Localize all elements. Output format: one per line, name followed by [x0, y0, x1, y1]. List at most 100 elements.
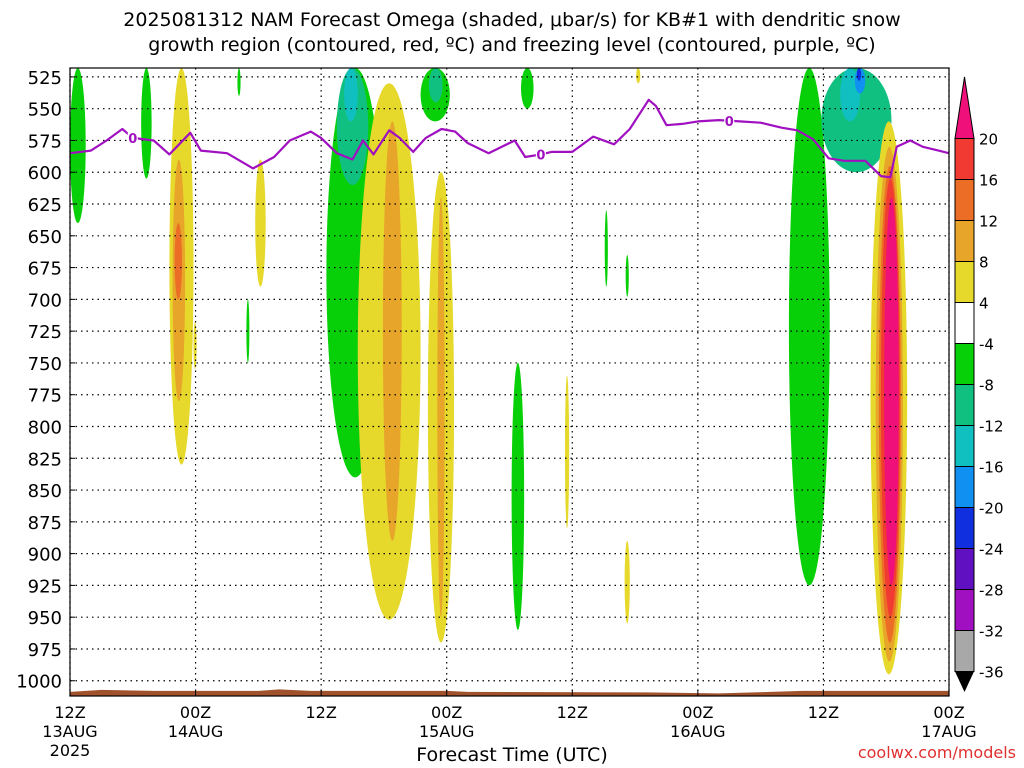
omega-region [636, 68, 641, 84]
colorbar-label: -28 [979, 582, 1004, 600]
y-tick-label: 1000 [16, 672, 62, 693]
colorbar-label: -4 [979, 336, 994, 354]
y-tick-label: 725 [28, 322, 62, 343]
freezing-level-label-bg [127, 129, 138, 145]
grid-layer [69, 68, 950, 696]
freezing-level-label-bg [724, 112, 735, 128]
colorbar-bin [954, 384, 975, 426]
colorbar-bin [954, 466, 975, 508]
colorbar-label: -8 [979, 377, 994, 395]
y-tick-label: 825 [28, 449, 62, 470]
y-tick-label: 600 [28, 163, 62, 184]
y-tick-label: 625 [28, 195, 62, 216]
omega-region [511, 362, 525, 630]
chart-title-line2: growth region (contoured, red, ºC) and f… [148, 34, 876, 56]
omega-region [884, 197, 899, 586]
colorbar-label: 12 [979, 213, 998, 231]
x-tick-sublabel: 13AUG [42, 722, 97, 741]
y-tick-label: 950 [28, 608, 62, 629]
freezing-level-line [70, 98, 949, 179]
omega-region [255, 159, 266, 287]
omega-region [70, 68, 86, 224]
colorbar-bin [954, 630, 975, 672]
y-tick-label: 550 [28, 100, 62, 121]
x-axis-title: Forecast Time (UTC) [416, 744, 608, 766]
x-tick-label: 00Z [933, 703, 964, 722]
freezing-level-label: 0 [128, 132, 137, 147]
colorbar-label: -36 [979, 664, 1004, 682]
colorbar-bin-bottom [955, 671, 974, 692]
omega-region [624, 540, 630, 624]
x-tick-label: 12Z [54, 703, 85, 722]
y-tick-label: 900 [28, 545, 62, 566]
omega-region [428, 68, 443, 103]
terrain-layer [70, 689, 949, 696]
y-tick-label: 775 [28, 386, 62, 407]
x-tick-label: 00Z [431, 703, 462, 722]
x-tick-label: 00Z [180, 703, 211, 722]
colorbar-label: -32 [979, 623, 1004, 641]
y-tick-label: 875 [28, 513, 62, 534]
colorbar-label: 16 [979, 172, 998, 190]
colorbar-bin [954, 302, 975, 344]
omega-region [625, 254, 629, 297]
y-tick-label: 850 [28, 481, 62, 502]
omega-region [174, 223, 182, 300]
y-tick-label: 525 [28, 68, 62, 89]
omega-region [788, 68, 830, 586]
colorbar-bin [954, 343, 975, 385]
y-axis: 525 550 575 600 625 650 675 700 725 750 775 800 825 8… [16, 68, 75, 693]
freezing-level-label-bg [535, 146, 546, 162]
omega-region [141, 68, 152, 179]
colorbar-bin [954, 425, 975, 467]
colorbar-bin [954, 589, 975, 631]
omega-region [437, 197, 445, 618]
freezing-level-label: 0 [725, 115, 734, 130]
freezing-level-layer: 0 0 0 [70, 98, 949, 179]
colorbar-bin [954, 138, 975, 180]
x-tick-sublabel: 15AUG [419, 722, 474, 741]
colorbar-bin [954, 179, 975, 221]
omega-region [821, 68, 892, 173]
omega-region [564, 375, 570, 529]
y-tick-label: 750 [28, 354, 62, 375]
colorbar-bin [954, 220, 975, 262]
colorbar-label: -12 [979, 418, 1004, 436]
y-tick-label: 925 [28, 576, 62, 597]
x-tick-sublabel: 2025 [50, 741, 91, 760]
colorbar-label: -20 [979, 500, 1004, 518]
x-tick-sublabel: 14AUG [168, 722, 223, 741]
y-tick-label: 800 [28, 417, 62, 438]
x-tick-label: 12Z [305, 703, 336, 722]
chart-title-line1: 2025081312 NAM Forecast Omega (shaded, μ… [123, 9, 901, 31]
omega-region [856, 68, 862, 81]
omega-region [521, 68, 534, 109]
x-tick-label: 12Z [808, 703, 839, 722]
colorbar-bin [954, 548, 975, 590]
colorbar-label: -24 [979, 541, 1004, 559]
colorbar-label: -16 [979, 459, 1004, 477]
omega-region [237, 68, 241, 96]
x-tick-label: 00Z [682, 703, 713, 722]
colorbar-bin [954, 507, 975, 549]
x-tick-sublabel: 17AUG [921, 722, 976, 741]
omega-region [344, 68, 358, 122]
omega-region [382, 121, 402, 541]
omega-shading-layer [70, 68, 908, 675]
y-tick-label: 650 [28, 227, 62, 248]
colorbar-label: 4 [979, 295, 989, 313]
watermark: coolwx.com/models [857, 743, 1016, 762]
y-tick-label: 700 [28, 290, 62, 311]
y-tick-label: 675 [28, 259, 62, 280]
omega-region [604, 210, 608, 287]
x-tick-label: 12Z [557, 703, 588, 722]
colorbar-bin [954, 261, 975, 303]
colorbar: 20 16 12 8 4 -4 -8 -12 -16 -20 -24 -28 -32 -36 [954, 76, 1004, 692]
terrain-fill [70, 689, 949, 696]
y-tick-label: 575 [28, 131, 62, 152]
colorbar-label: 20 [979, 131, 998, 149]
colorbar-label: 8 [979, 254, 989, 272]
colorbar-bin-top [954, 76, 975, 139]
